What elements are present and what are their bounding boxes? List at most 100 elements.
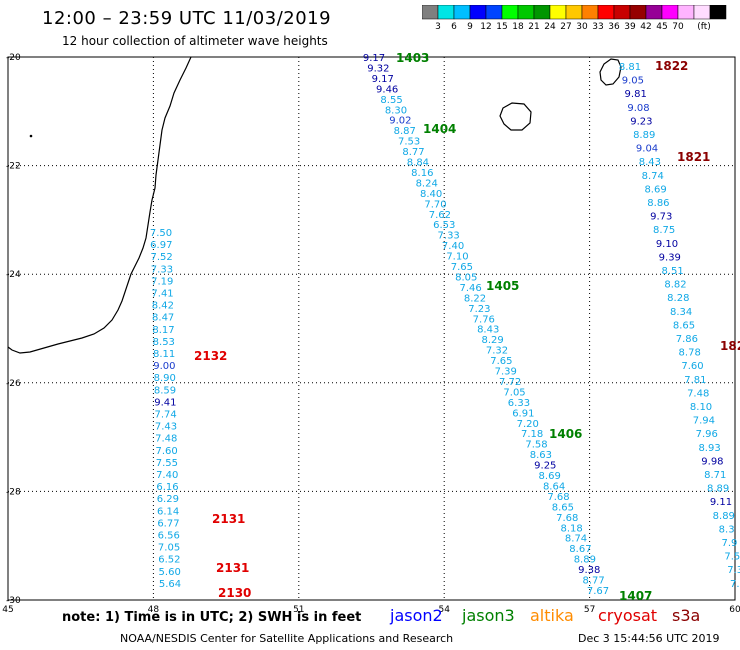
lat-label: -24 <box>6 270 21 280</box>
coastline <box>7 56 192 354</box>
map-frame <box>7 56 736 601</box>
wave-height-value: 7.94 <box>693 416 715 427</box>
lon-label: 57 <box>584 605 595 615</box>
small-island <box>29 134 33 138</box>
colorbar-tick-label: 33 <box>592 22 604 32</box>
wave-height-value: 8.64 <box>543 481 565 492</box>
wave-height-value: 8.77 <box>402 147 424 158</box>
colorbar-tick-label: 27 <box>560 22 572 32</box>
wave-height-value: 7.10 <box>446 252 468 263</box>
wave-height-value: 7.33 <box>151 264 173 275</box>
wave-height-value: 8.77 <box>582 576 604 587</box>
wave-height-value: 7.65 <box>451 262 473 273</box>
wave-height-value: 8.89 <box>574 555 596 566</box>
satellite-cryosat: cryosat <box>598 606 658 625</box>
satellite-jason3: jason3 <box>462 606 515 625</box>
wave-height-value: 8.86 <box>647 198 669 209</box>
wave-height-value: 6.91 <box>512 408 534 419</box>
wave-height-value: 7.50 <box>150 228 172 239</box>
wave-height-value: 7.05 <box>503 387 525 398</box>
wave-height-value: 7.3 <box>727 565 740 576</box>
lat-label: -22 <box>6 162 21 172</box>
wave-height-value: 8.81 <box>619 62 641 73</box>
wave-height-value: 7.76 <box>473 314 495 325</box>
lat-label: -26 <box>6 379 21 389</box>
wave-height-value: 7.5 <box>724 552 740 563</box>
wave-height-value: 8.40 <box>420 189 442 200</box>
wave-height-value: 7.39 <box>495 367 517 378</box>
wave-height-value: 8.43 <box>639 157 661 168</box>
wave-height-value: 7.20 <box>517 419 539 430</box>
pass-label: 1407 <box>619 589 652 603</box>
wave-height-value: 7.41 <box>151 289 173 300</box>
wave-height-value: 7.40 <box>442 241 464 252</box>
colorbar-tick-label: 30 <box>576 22 588 32</box>
pass-label: 2130 <box>218 586 251 600</box>
footnote: note: 1) Time is in UTC; 2) SWH is in fe… <box>62 610 362 625</box>
wave-height-value: 9.41 <box>154 397 176 408</box>
wave-height-value: 9.02 <box>389 116 411 127</box>
wave-height-value: 9.17 <box>372 74 394 85</box>
wave-height-value: 7.74 <box>155 410 177 421</box>
wave-height-value: 7.58 <box>525 440 547 451</box>
wave-height-value: 7.65 <box>490 356 512 367</box>
colorbar-tick-label: 42 <box>640 22 652 32</box>
wave-height-value: 7.43 <box>155 422 177 433</box>
wave-height-value: 8.74 <box>565 534 587 545</box>
colorbar-tick-label: 24 <box>544 22 556 32</box>
colorbar-tick-label: 9 <box>467 22 473 32</box>
wave-height-value: 7.55 <box>156 458 178 469</box>
pass-label: 2132 <box>194 349 227 363</box>
colorbar-tick-label: 70 <box>672 22 684 32</box>
wave-height-value: 6.52 <box>158 555 180 566</box>
pass-label: 182 <box>720 339 740 353</box>
wave-height-value: 8.43 <box>477 325 499 336</box>
wave-height-value: 6.53 <box>433 220 455 231</box>
wave-height-value: 8.24 <box>416 178 438 189</box>
wave-height-value: 8.16 <box>411 168 433 179</box>
wave-height-value: 9.46 <box>376 84 398 95</box>
wave-height-value: 7.05 <box>158 543 180 554</box>
wave-height-value: 8.55 <box>380 95 402 106</box>
wave-height-value: 8.29 <box>481 335 503 346</box>
wave-height-value: 9.39 <box>659 252 681 263</box>
pass-label: 1403 <box>396 51 429 65</box>
satellite-s3a: s3a <box>672 606 701 625</box>
lon-label: 48 <box>148 605 160 615</box>
wave-height-value: 7.9 <box>722 538 738 549</box>
wave-height-value: 9.81 <box>625 89 647 100</box>
wave-height-value: 8.75 <box>653 225 675 236</box>
wave-height-value: 9.04 <box>636 144 658 155</box>
satellite-altika: altika <box>530 606 574 625</box>
colorbar-tick-label: 21 <box>528 22 540 32</box>
wave-height-value: 9.00 <box>153 361 175 372</box>
wave-height-value: 6.14 <box>157 506 179 517</box>
wave-height-value: 8.10 <box>690 402 712 413</box>
wave-height-value: 6.33 <box>508 398 530 409</box>
wave-height-value: 7.32 <box>486 346 508 357</box>
wave-height-value: 8.3 <box>719 524 735 535</box>
wave-height-value: 8.93 <box>698 443 720 454</box>
wave-height-value: 7.18 <box>521 429 543 440</box>
wave-height-value: 8.84 <box>407 158 429 169</box>
wave-height-value: 6.16 <box>156 482 178 493</box>
credit-line: NOAA/NESDIS Center for Satellite Applica… <box>120 632 454 645</box>
wave-height-value: 5.60 <box>159 567 181 578</box>
wave-height-value: 8.67 <box>569 544 591 555</box>
colorbar-tick-label: 18 <box>512 22 524 32</box>
map-title: 12:00 – 23:59 UTC 11/03/2019 <box>42 8 332 29</box>
wave-height-value: 9.23 <box>630 116 652 127</box>
wave-height-value: 6.56 <box>158 531 180 542</box>
wave-height-value: 7.46 <box>459 283 481 294</box>
wave-height-value: 7.81 <box>684 375 706 386</box>
lat-label: -20 <box>6 53 21 63</box>
wave-height-value: 8.47 <box>152 313 174 324</box>
wave-height-value: 8.17 <box>152 325 174 336</box>
wave-height-value: 8.18 <box>561 523 583 534</box>
pass-label: 1406 <box>549 427 582 441</box>
wave-height-value: 8.82 <box>664 280 686 291</box>
lon-label: 60 <box>729 605 740 615</box>
wave-height-value: 7.33 <box>438 231 460 242</box>
wave-height-value: 7.60 <box>155 446 177 457</box>
